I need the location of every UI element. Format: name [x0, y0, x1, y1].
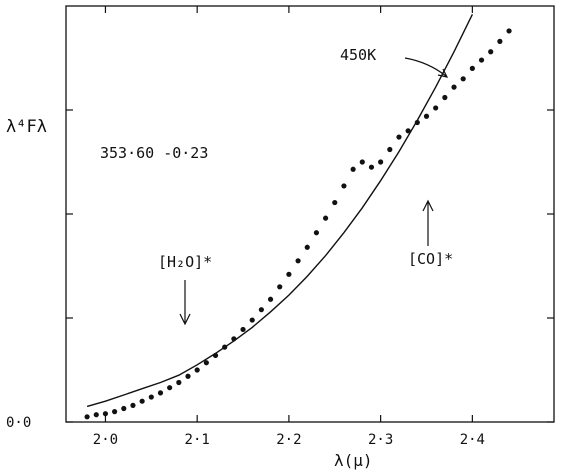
data-point	[478, 57, 485, 63]
data-point	[121, 405, 127, 412]
data-point	[332, 199, 338, 206]
data-point	[414, 119, 420, 126]
series-line-450k	[86, 13, 474, 408]
data-point	[157, 390, 164, 396]
blackbody-label: 450K	[340, 46, 376, 64]
co-arrow-head	[422, 199, 434, 212]
data-point	[442, 94, 448, 101]
data-point	[258, 307, 264, 313]
h2o-arrow-head	[179, 313, 191, 326]
x-axis: 2·0 2·1 2·2 2·3 2·4	[93, 6, 485, 448]
data-point	[240, 326, 246, 333]
data-point	[139, 398, 145, 404]
data-point	[148, 394, 154, 400]
data-point	[350, 166, 356, 172]
data-point	[460, 76, 466, 82]
series-dots	[84, 28, 512, 420]
data-point	[167, 385, 173, 391]
data-point	[222, 344, 228, 350]
data-point	[176, 379, 182, 386]
data-point	[359, 159, 365, 165]
data-point	[286, 271, 292, 277]
data-point	[322, 215, 329, 221]
data-point	[277, 284, 283, 290]
data-point	[378, 159, 384, 165]
data-point	[84, 414, 90, 420]
data-point	[433, 105, 439, 111]
x-axis-label: λ(μ)	[334, 451, 373, 470]
data-point	[267, 296, 274, 302]
data-point	[93, 412, 99, 418]
h2o-label: [H₂O]*	[158, 253, 212, 271]
data-point	[341, 183, 347, 189]
x-tick-label-1: 2·1	[185, 432, 210, 448]
data-point	[506, 28, 512, 34]
data-point	[313, 230, 320, 236]
data-point	[249, 317, 255, 323]
data-point	[295, 258, 301, 264]
data-point	[469, 65, 475, 71]
data-point	[405, 128, 411, 134]
data-point	[130, 402, 136, 408]
data-point	[304, 244, 310, 250]
x-tick-label-4: 2·4	[460, 432, 485, 448]
y-tick-label-0: 0·0	[6, 415, 31, 431]
x-tick-label-3: 2·3	[368, 432, 393, 448]
data-point	[212, 352, 219, 359]
data-point	[112, 409, 118, 415]
source-label: 353·60 -0·23	[100, 144, 208, 162]
data-point	[396, 134, 402, 140]
x-tick-label-2: 2·2	[276, 432, 301, 448]
y-axis	[66, 109, 554, 423]
data-point	[488, 49, 494, 55]
data-point	[102, 411, 109, 417]
data-point	[194, 367, 200, 373]
data-point	[231, 336, 237, 342]
data-point	[451, 84, 457, 90]
data-point	[185, 373, 191, 379]
blackbody-arrow-head	[437, 68, 449, 78]
y-axis-label: λ⁴Fλ	[6, 117, 47, 137]
co-label: [CO]*	[408, 250, 453, 268]
data-point	[368, 164, 375, 170]
x-tick-label-0: 2·0	[93, 432, 118, 448]
data-point	[387, 146, 393, 153]
data-point	[203, 360, 209, 366]
data-point	[423, 113, 430, 119]
plot-frame	[65, 5, 555, 423]
blackbody-arrow	[404, 57, 447, 77]
data-point	[497, 38, 503, 44]
